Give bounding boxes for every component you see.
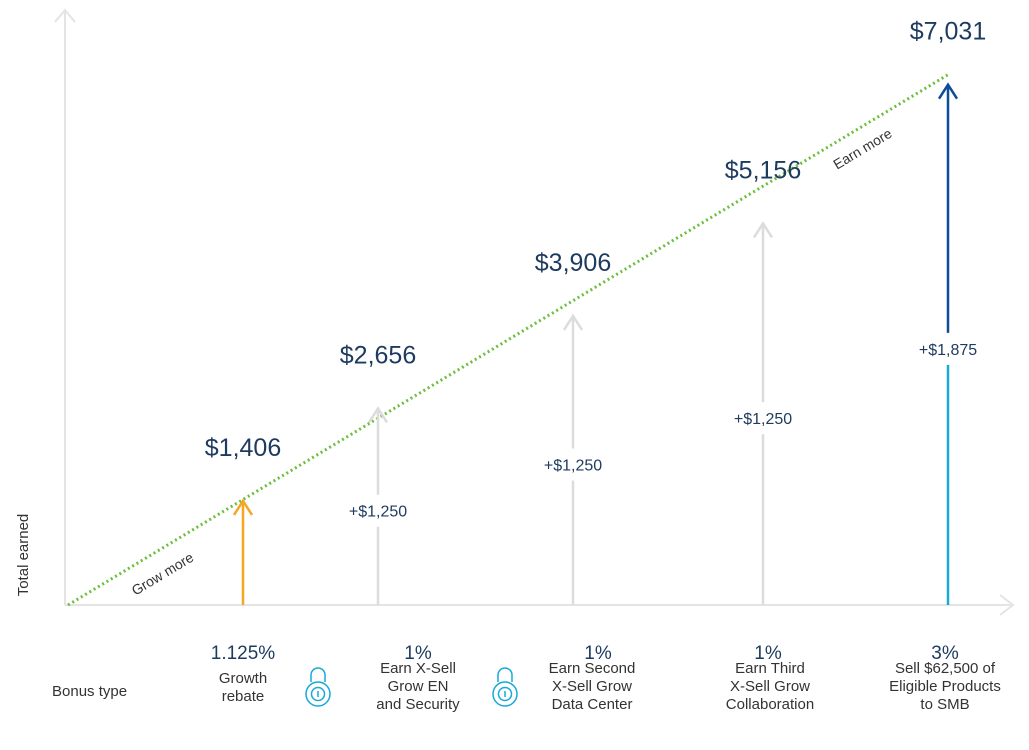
arrow [752,221,774,605]
arrow-head [562,313,584,331]
increment-label: +$1,250 [544,457,602,474]
bonus-type: Eligible Products [889,678,1001,695]
increment-label: +$1,250 [349,504,407,521]
arrow [937,82,959,605]
total-label: $2,656 [340,341,416,369]
lock-body [497,686,513,702]
annotation: Grow more [129,549,197,598]
lock-body [310,686,326,702]
lock-shackle [310,667,326,682]
annotation: Earn more [830,125,894,172]
axes [54,8,1015,616]
trend-line [67,73,949,607]
increment-label: +$1,250 [734,411,792,428]
arrow [562,313,584,605]
y-axis-label: Total earned [15,514,32,597]
bonus-type: Earn X-Sell [380,660,456,677]
bonus-type: Collaboration [726,696,814,713]
y-axis-arrow [54,8,76,23]
arrow [367,406,389,605]
arrow-head [752,221,774,239]
rate-label: 1.125% [211,643,276,664]
bonus-type: and Security [376,696,460,713]
arrow [232,498,254,605]
arrow-head [232,498,254,516]
bonus-type: Grow EN [388,678,449,695]
lock-body [305,681,331,707]
lock-shackle [497,667,513,682]
total-label: $5,156 [725,156,801,184]
lock-icon [492,667,518,707]
rate-label: 1% [404,643,432,664]
arrow-head [367,406,389,424]
total-label: $3,906 [535,249,611,277]
x-axis-arrow [999,594,1015,616]
rate-label: 1% [584,643,612,664]
total-label: $7,031 [910,18,986,46]
x-axis-label: Bonus type [52,683,127,700]
bonus-type: Earn Second [549,660,636,677]
arrow-head [937,82,959,100]
rate-label: 3% [931,643,959,664]
lock-body [492,681,518,707]
bonus-type: X-Sell Grow [730,678,810,695]
bonus-type: Earn Third [735,660,805,677]
bonus-type: Growth [219,670,267,687]
bonus-type: Sell $62,500 of [895,660,996,677]
bonus-type: to SMB [920,696,969,713]
rate-label: 1% [754,643,782,664]
increment-label: +$1,875 [919,342,977,359]
bonus-type: X-Sell Grow [552,678,632,695]
total-label: $1,406 [205,434,281,462]
lock-icon [305,667,331,707]
bonus-type: rebate [222,688,265,705]
bonus-type: Data Center [552,696,633,713]
